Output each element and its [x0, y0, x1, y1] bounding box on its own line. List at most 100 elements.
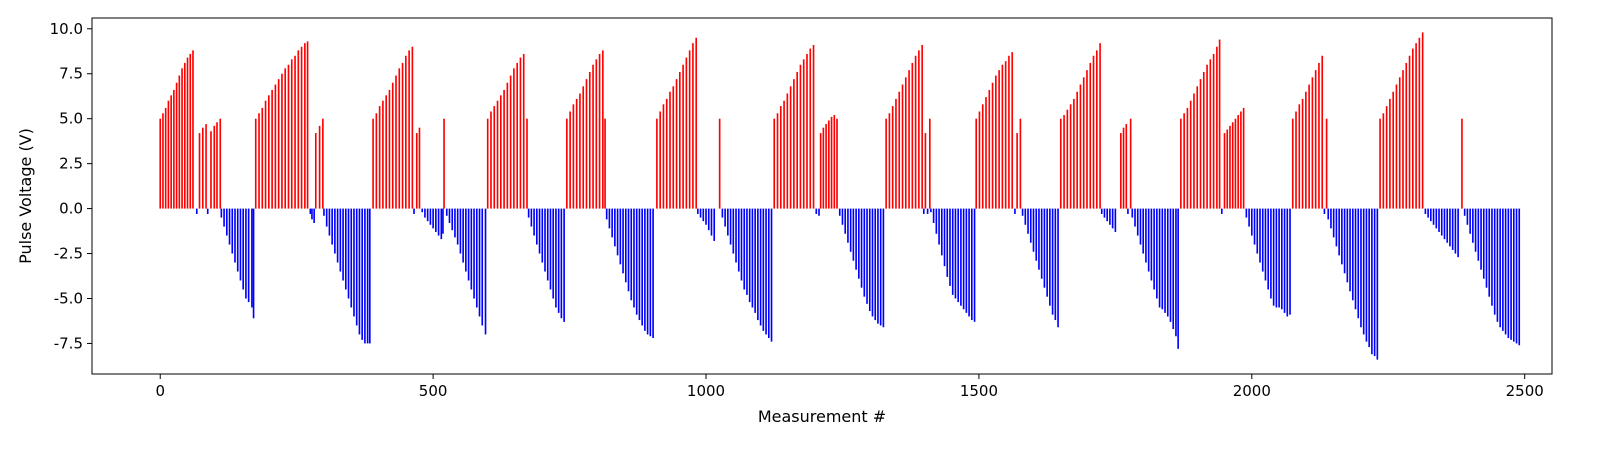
- bar: [1440, 208, 1443, 236]
- bar: [975, 118, 978, 209]
- bar: [189, 53, 192, 209]
- bar: [1308, 84, 1310, 209]
- bar: [588, 71, 591, 209]
- bar: [159, 118, 162, 209]
- bar: [281, 73, 283, 209]
- bar: [844, 208, 847, 234]
- bar: [779, 106, 782, 209]
- bar: [1169, 208, 1172, 322]
- bar: [828, 120, 830, 209]
- bar: [1477, 208, 1480, 261]
- x-tick-label: 2500: [1506, 382, 1544, 400]
- bar: [965, 208, 968, 313]
- bar: [1196, 86, 1199, 209]
- bar: [1424, 208, 1427, 214]
- bar: [424, 208, 426, 218]
- bar: [499, 95, 502, 209]
- bar: [1011, 52, 1014, 209]
- bar: [646, 208, 649, 335]
- bar: [908, 70, 910, 209]
- bar: [1430, 208, 1432, 222]
- bar: [595, 59, 598, 209]
- bar: [809, 48, 812, 209]
- bar: [1038, 208, 1040, 270]
- bar: [541, 208, 544, 263]
- bar: [261, 107, 264, 209]
- bar: [1398, 77, 1401, 209]
- bar: [342, 208, 344, 281]
- bar: [435, 208, 437, 232]
- bar: [1223, 133, 1226, 209]
- bar: [1512, 208, 1515, 342]
- bar: [1183, 113, 1185, 209]
- bar: [1305, 91, 1307, 209]
- bar: [1032, 208, 1035, 252]
- bar: [1362, 208, 1365, 335]
- bar: [1164, 208, 1166, 313]
- bar: [1435, 208, 1438, 229]
- bar: [1202, 71, 1205, 209]
- bar: [1066, 109, 1069, 209]
- bar: [344, 208, 347, 290]
- bar: [490, 111, 492, 209]
- bar: [765, 208, 767, 335]
- bar: [1327, 208, 1330, 220]
- bar: [604, 118, 606, 209]
- bar: [1343, 208, 1346, 274]
- bar: [773, 118, 776, 209]
- bar: [665, 98, 668, 209]
- bar: [592, 64, 594, 209]
- bar: [614, 208, 616, 247]
- bar: [991, 82, 994, 209]
- bar: [364, 208, 366, 344]
- bar: [627, 208, 630, 292]
- bar: [1043, 208, 1046, 288]
- bar: [388, 89, 391, 209]
- bar: [415, 133, 418, 209]
- bar: [375, 113, 378, 209]
- bar: [1161, 208, 1164, 310]
- bar: [692, 43, 694, 209]
- bar: [1180, 118, 1182, 209]
- bar: [432, 208, 434, 229]
- bar: [1267, 208, 1270, 290]
- bar: [1021, 208, 1024, 216]
- bar: [323, 208, 325, 216]
- bar: [1427, 208, 1429, 218]
- bar: [311, 208, 313, 220]
- bar: [786, 93, 789, 209]
- bar: [183, 62, 186, 209]
- bar: [978, 111, 981, 209]
- bar: [546, 208, 549, 281]
- bar: [277, 79, 280, 209]
- bar: [998, 70, 1000, 209]
- bar: [533, 208, 535, 236]
- bar: [297, 50, 300, 209]
- bar: [960, 208, 962, 306]
- bar: [1256, 208, 1259, 254]
- bar: [304, 43, 306, 209]
- bar: [225, 208, 228, 236]
- bar: [1482, 208, 1485, 279]
- bar: [1461, 118, 1463, 209]
- bar: [1408, 55, 1411, 209]
- bar: [459, 208, 462, 254]
- bar: [247, 208, 250, 303]
- bar: [721, 208, 724, 218]
- bar: [1095, 50, 1098, 209]
- bar: [1131, 208, 1134, 218]
- bar: [544, 208, 546, 272]
- bar: [1311, 77, 1314, 209]
- bar: [833, 115, 836, 209]
- bar: [1218, 39, 1221, 209]
- bar: [1051, 208, 1054, 315]
- bar: [1234, 118, 1237, 209]
- bar: [1237, 115, 1239, 209]
- bar: [1518, 208, 1521, 346]
- bar: [874, 208, 877, 321]
- bar: [465, 208, 467, 272]
- bar: [164, 107, 167, 209]
- bar: [635, 208, 638, 315]
- bar: [746, 208, 748, 295]
- bar: [421, 208, 424, 213]
